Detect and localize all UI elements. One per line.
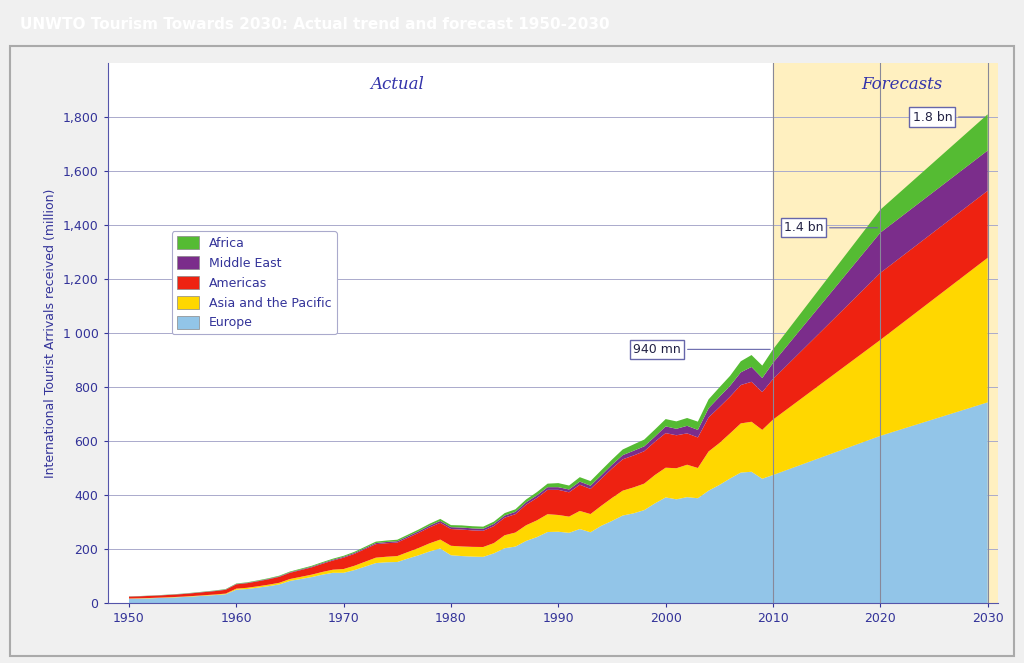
- Text: 940 mn: 940 mn: [634, 343, 770, 356]
- Y-axis label: International Tourist Arrivals received (million): International Tourist Arrivals received …: [44, 188, 57, 478]
- Bar: [773, 63, 998, 603]
- Legend: Africa, Middle East, Americas, Asia and the Pacific, Europe: Africa, Middle East, Americas, Asia and …: [172, 231, 337, 334]
- Text: Forecasts: Forecasts: [861, 76, 942, 93]
- Text: Actual: Actual: [371, 76, 424, 93]
- Text: UNWTO Tourism Towards 2030: Actual trend and forecast 1950-2030: UNWTO Tourism Towards 2030: Actual trend…: [20, 17, 610, 32]
- Text: 1.8 bn: 1.8 bn: [912, 111, 985, 123]
- Text: 1.4 bn: 1.4 bn: [783, 221, 878, 234]
